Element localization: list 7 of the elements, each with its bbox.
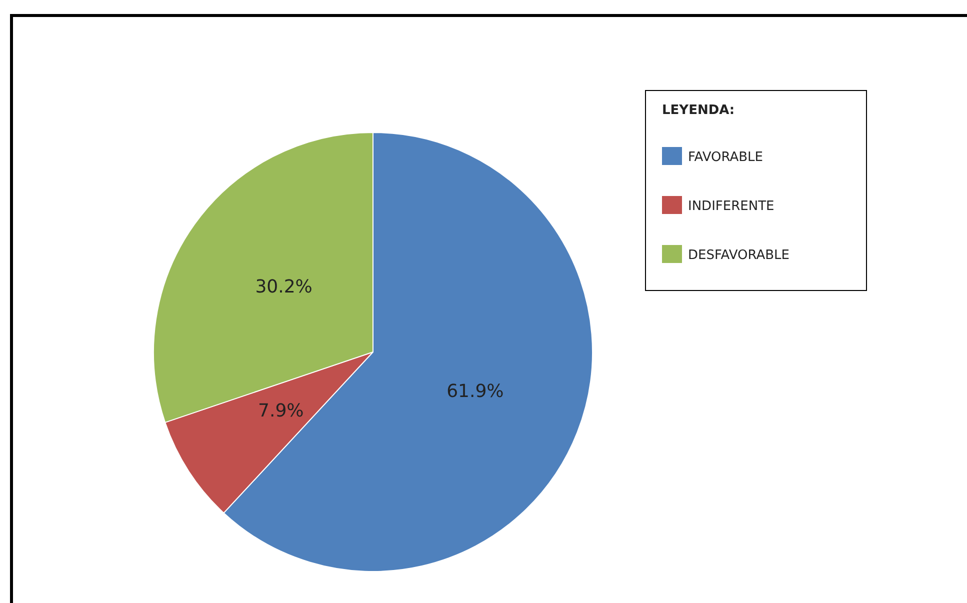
legend-label: INDIFERENTE [688,199,774,214]
legend-title: LEYENDA: [662,103,735,118]
legend-label: DESFAVORABLE [688,248,790,263]
data-label: 61.9% [446,380,504,402]
data-label: 7.9% [258,400,304,422]
data-label: 30.2% [255,276,312,298]
legend-label: FAVORABLE [688,150,764,165]
